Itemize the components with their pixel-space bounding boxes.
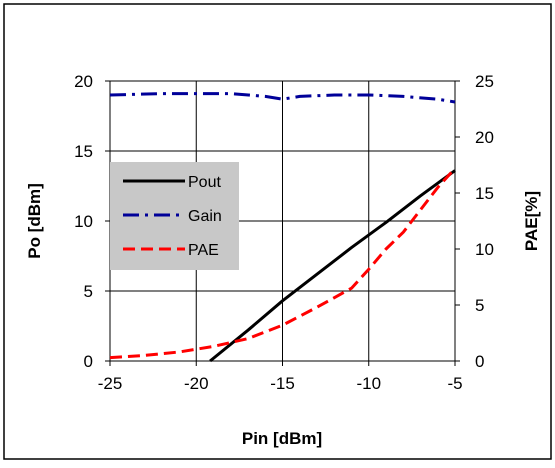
x-axis-title: Pin [dBm] <box>242 429 322 448</box>
y2-tick-label: 20 <box>475 128 494 147</box>
y2-tick-label: 0 <box>475 352 484 371</box>
legend-label-gain: Gain <box>188 208 222 225</box>
series-layer <box>109 92 457 363</box>
y2-tick-label: 25 <box>475 72 494 91</box>
series-pout-line <box>209 169 456 363</box>
x-tick-label: -20 <box>184 374 209 393</box>
x-tick-label: -10 <box>356 374 381 393</box>
legend-label-pae: PAE <box>188 242 219 259</box>
y2-tick-label: 15 <box>475 184 494 203</box>
y2-tick-label: 10 <box>475 240 494 259</box>
x-tick-label: -15 <box>270 374 295 393</box>
legend-label-pout: Pout <box>188 174 221 191</box>
y-tick-label: 20 <box>74 72 93 91</box>
series-pae-line <box>109 167 457 360</box>
axis-layer: -25 -20 -15 -10 -5 0 5 10 15 20 0 5 10 15 20 25 <box>74 72 494 393</box>
y-tick-label: 5 <box>84 282 93 301</box>
y-tick-label: 15 <box>74 142 93 161</box>
legend: Pout Gain PAE <box>110 162 239 270</box>
y-tick-label: 0 <box>84 352 93 371</box>
y2-tick-label: 5 <box>475 296 484 315</box>
y-tick-label: 10 <box>74 212 93 231</box>
x-tick-label: -25 <box>98 374 123 393</box>
y2-axis-title: PAE[%] <box>522 191 541 251</box>
x-tick-label: -5 <box>447 374 462 393</box>
y-axis-title: Po [dBm] <box>25 183 44 259</box>
